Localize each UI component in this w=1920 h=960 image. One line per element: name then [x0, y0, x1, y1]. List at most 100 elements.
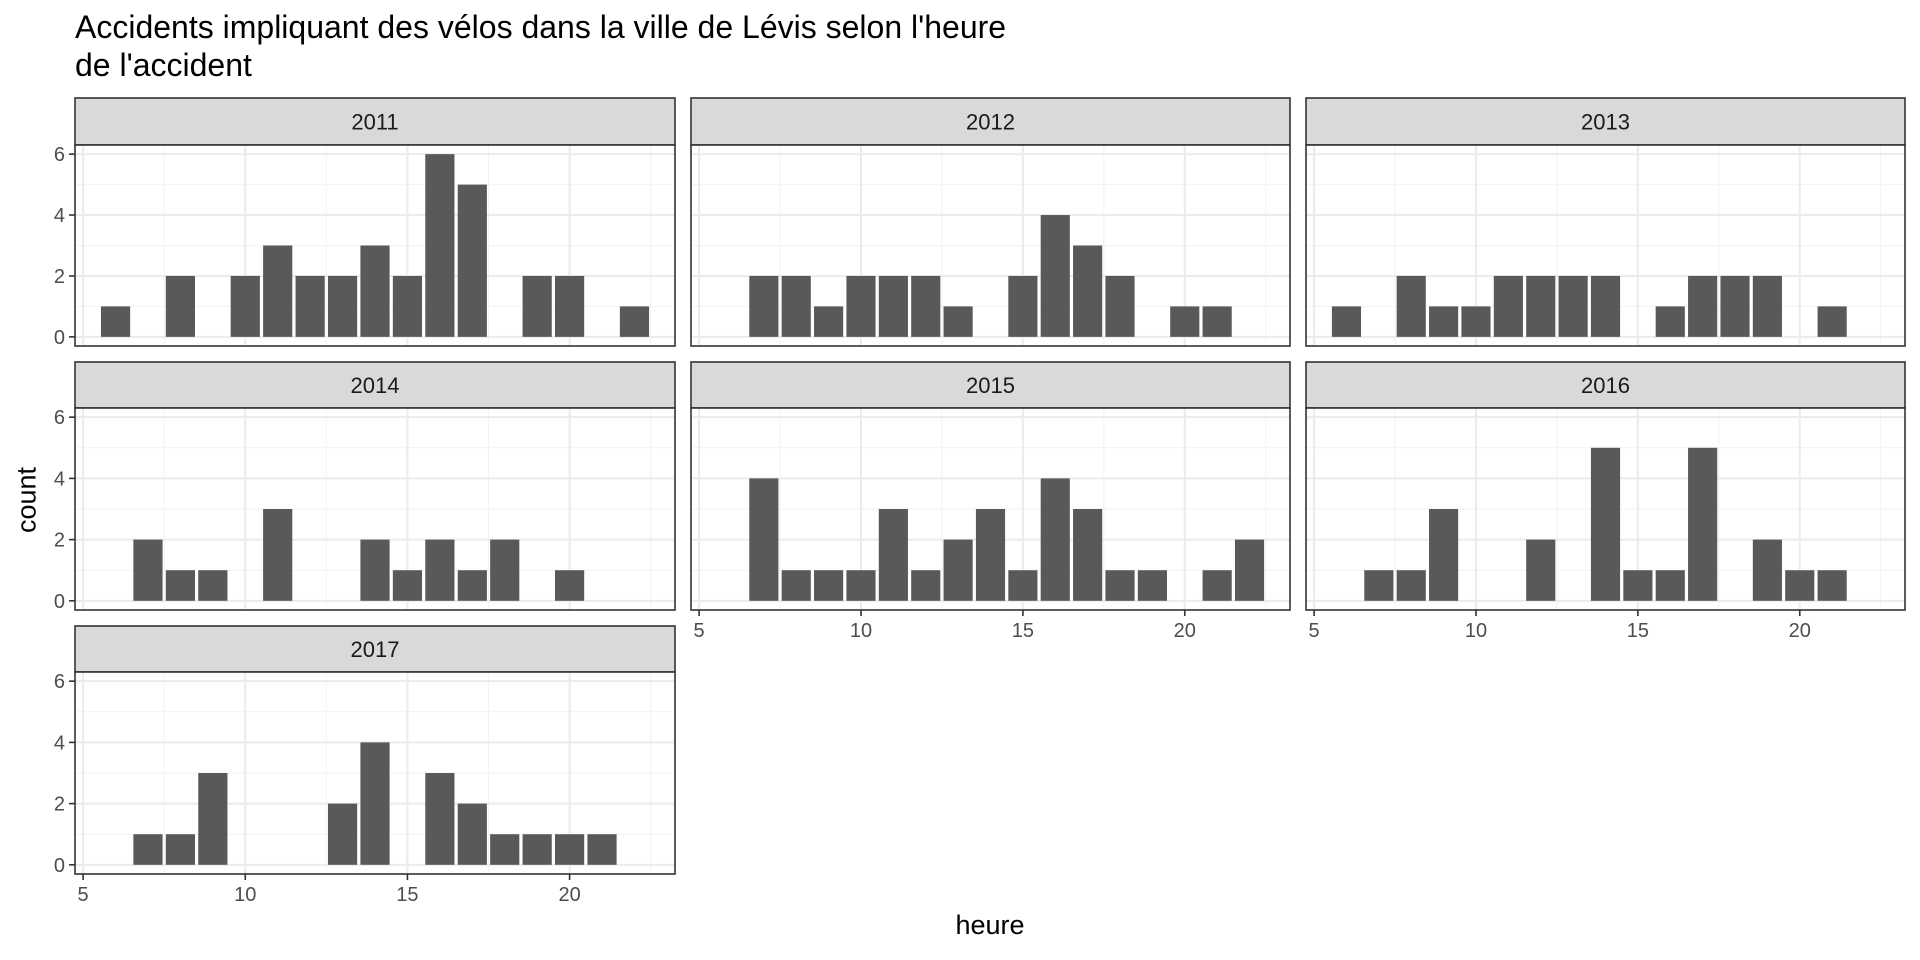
- bar-2017-h18: [490, 834, 520, 865]
- bar-2017-h16: [425, 773, 455, 865]
- bar-2015-h11: [878, 509, 908, 601]
- bar-2014-h16: [425, 539, 455, 601]
- bar-2011-h8: [165, 275, 195, 337]
- bar-2014-h7: [133, 539, 163, 601]
- y-tick-label: 0: [54, 855, 65, 877]
- facet-strip: [1305, 97, 1906, 146]
- bar-2014-h20: [555, 570, 585, 601]
- facet-strip-label: 2011: [351, 110, 398, 135]
- bar-2016-h19: [1752, 539, 1782, 601]
- x-tick-label: 5: [1309, 620, 1320, 642]
- bar-2013-h19: [1752, 275, 1782, 337]
- bar-2011-h15: [392, 275, 423, 337]
- y-tick-label: 2: [54, 530, 65, 552]
- bar-2016-h8: [1396, 570, 1426, 601]
- facet-panel-2011: 2011 0 2 4 6: [54, 97, 676, 349]
- facet-panel-2016: 2016 5 10 15 20: [1305, 361, 1906, 642]
- bar-2017-h20: [555, 834, 585, 865]
- bar-2011-h20: [555, 275, 585, 337]
- chart-title-line-1: Accidents impliquant des vélos dans la v…: [75, 9, 1007, 45]
- bar-2017-h17: [457, 803, 487, 865]
- bar-2016-h16: [1655, 570, 1685, 601]
- bar-2014-h8: [165, 570, 195, 601]
- bar-2012-h18: [1105, 275, 1135, 337]
- bar-2012-h21: [1202, 306, 1232, 337]
- bar-2012-h20: [1170, 306, 1200, 337]
- x-tick-label: 10: [234, 884, 256, 906]
- y-tick-label: 4: [54, 205, 65, 227]
- bar-2013-h12: [1526, 275, 1556, 337]
- bar-2016-h20: [1785, 570, 1815, 601]
- x-tick-label: 10: [1465, 620, 1487, 642]
- y-tick-label: 2: [54, 794, 65, 816]
- bar-2015-h13: [943, 539, 973, 601]
- bar-2014-h9: [198, 570, 228, 601]
- facet-strip-label: 2016: [1581, 373, 1630, 398]
- bar-2012-h13: [943, 306, 973, 337]
- bar-2012-h12: [911, 275, 941, 337]
- bar-2012-h17: [1073, 245, 1103, 337]
- bar-2012-h16: [1040, 215, 1070, 337]
- x-tick-label: 20: [1789, 620, 1811, 642]
- facet-panel-2015: 2015 5 10 15 20: [690, 361, 1291, 642]
- bar-2015-h22: [1234, 539, 1265, 601]
- facet-strip-label: 2017: [351, 637, 400, 662]
- panel-border: [74, 144, 676, 347]
- panel-border: [690, 407, 1291, 611]
- x-tick-label: 15: [396, 884, 418, 906]
- x-tick-label: 15: [1627, 620, 1649, 642]
- x-tick-label: 5: [694, 620, 705, 642]
- bar-2011-h14: [360, 245, 390, 337]
- bar-2014-h18: [490, 539, 520, 601]
- bar-2015-h21: [1202, 570, 1232, 601]
- y-tick-label: 4: [54, 468, 65, 490]
- y-tick-label: 6: [54, 671, 65, 693]
- bar-2015-h15: [1008, 570, 1038, 601]
- facet-panel-2014: 2014 0 2 4 6: [54, 361, 676, 613]
- bar-2015-h19: [1137, 570, 1167, 601]
- bar-2013-h9: [1429, 306, 1459, 337]
- bar-2017-h9: [198, 773, 228, 865]
- bar-2015-h16: [1040, 478, 1070, 601]
- panel-border: [74, 407, 676, 611]
- bar-2013-h17: [1688, 275, 1718, 337]
- facet-strip-label: 2014: [351, 373, 400, 398]
- y-axis-label: count: [11, 466, 42, 534]
- x-axis-label: heure: [955, 910, 1025, 940]
- bar-2016-h21: [1817, 570, 1847, 601]
- panel-border: [1305, 144, 1906, 347]
- bar-2012-h9: [814, 306, 844, 337]
- bar-2014-h17: [457, 570, 487, 601]
- bar-2016-h12: [1526, 539, 1556, 601]
- bar-2013-h10: [1461, 306, 1491, 337]
- bar-2012-h15: [1008, 275, 1038, 337]
- bar-2011-h19: [522, 275, 552, 337]
- bar-2015-h12: [911, 570, 941, 601]
- panel-border: [1305, 407, 1906, 611]
- x-tick-label: 5: [78, 884, 89, 906]
- bar-2015-h10: [846, 570, 876, 601]
- y-tick-label: 6: [54, 407, 65, 429]
- x-tick-label: 20: [1174, 620, 1196, 642]
- bar-2017-h13: [327, 803, 358, 865]
- facet-panel-2017: 2017 0 2 4 6 5 10 15 20: [54, 625, 676, 906]
- bar-2011-h22: [619, 306, 650, 337]
- facet-strip-label: 2015: [966, 373, 1015, 398]
- y-tick-label: 6: [54, 144, 65, 166]
- facet-strip-label: 2012: [966, 110, 1015, 135]
- bar-2011-h6: [100, 306, 131, 337]
- y-tick-label: 0: [54, 327, 65, 349]
- bar-2011-h16: [425, 154, 455, 337]
- bar-2016-h9: [1429, 509, 1459, 601]
- bar-2015-h7: [749, 478, 779, 601]
- bar-2013-h18: [1720, 275, 1750, 337]
- chart-title-line-2: de l'accident: [75, 47, 252, 83]
- bar-2013-h6: [1331, 306, 1362, 337]
- bar-2011-h13: [327, 275, 358, 337]
- facet-panel-2013: 2013: [1305, 97, 1906, 347]
- bar-2017-h14: [360, 742, 390, 865]
- panel-border: [74, 671, 676, 875]
- bar-2012-h10: [846, 275, 876, 337]
- bar-2017-h7: [133, 834, 163, 865]
